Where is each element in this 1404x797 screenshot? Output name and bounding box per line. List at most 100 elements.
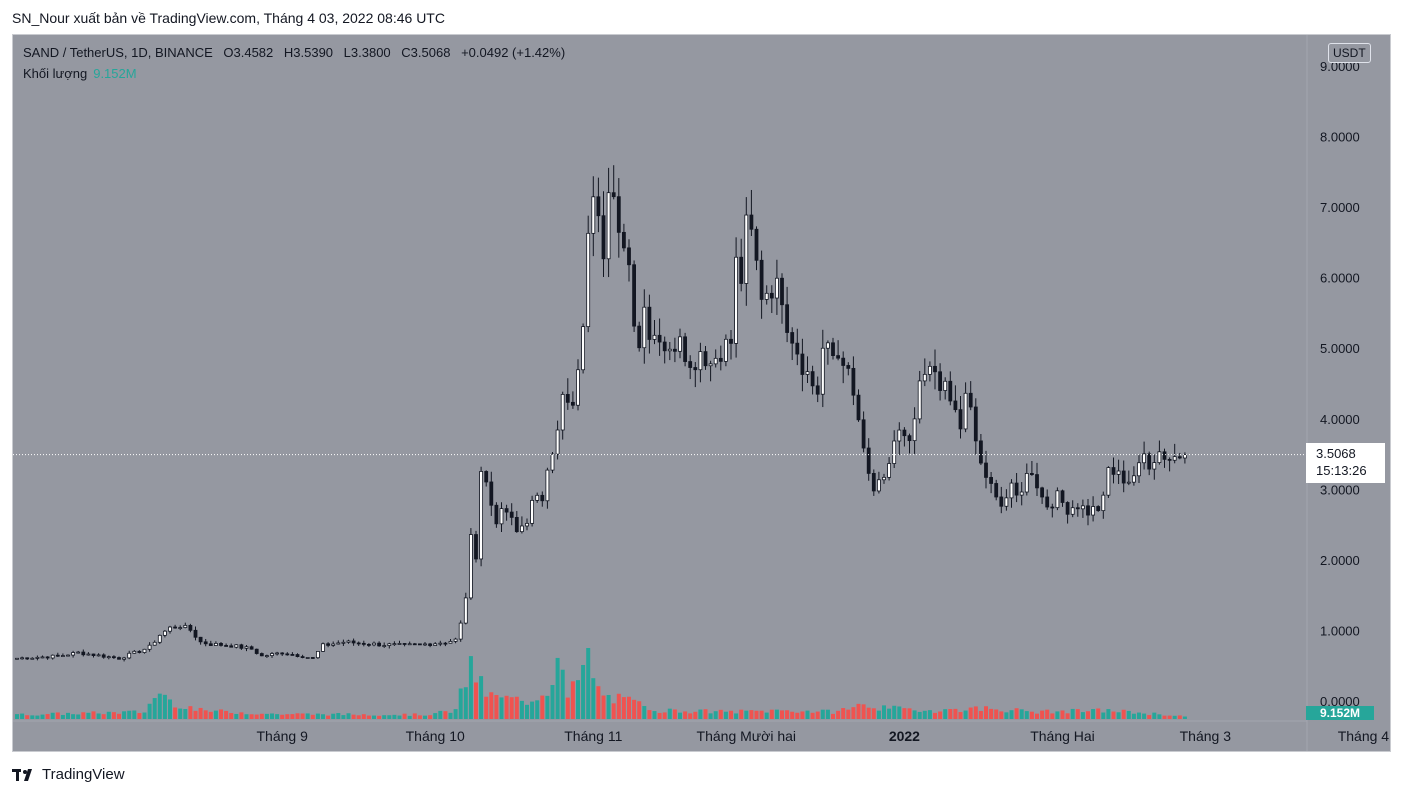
candle [759,250,764,319]
volume-bar [86,712,91,719]
volume-bar [530,701,535,719]
volume-bar [662,712,667,719]
price-axis[interactable]: 0.0000 1.0000 2.0000 3.0000 4.0000 5.0000 6.00… [1320,59,1360,709]
volume-bar [1157,714,1162,719]
volume-bar [703,709,708,719]
volume-bar [999,711,1004,719]
currency-badge[interactable]: USDT [1328,43,1371,63]
volume-bar [147,703,152,719]
time-axis[interactable]: Tháng 9 Tháng 10 Tháng 11 Tháng Mười hai 202… [257,728,1390,744]
volume-bar [1172,715,1177,719]
volume-bar [555,657,560,719]
volume-bar [943,709,948,719]
volume-bar [616,693,621,719]
volume-bar [1009,710,1014,719]
candle [1177,452,1182,460]
volume-bar [1116,712,1121,719]
volume-bar [958,712,963,719]
price-tick-label: 0.0000 [1320,694,1360,709]
candle [989,472,993,494]
candle [810,365,815,395]
volume-bar [188,706,193,719]
volume-bar [81,712,86,719]
candle [652,320,657,345]
candle [183,622,188,629]
candle [438,640,443,647]
volume-label[interactable]: Khối lượng [23,66,88,81]
volume-bar [127,710,132,719]
candle [611,165,616,200]
volume-bar [637,701,642,719]
candle [448,638,453,644]
candle [744,197,749,306]
candle [428,642,433,648]
candle [1065,501,1070,524]
volume-bar [198,707,203,719]
candle [137,650,142,654]
volume-bar [1065,713,1070,719]
candle [1106,466,1111,498]
volume-bar [397,715,402,719]
candle [336,640,341,645]
candle [239,643,244,650]
candle [1167,457,1172,472]
volume-bar [535,700,540,719]
volume-bar [509,697,514,719]
candle [958,396,963,439]
candle [101,653,106,659]
volume-bar [76,714,81,719]
volume-bar [1131,713,1136,719]
symbol-title[interactable]: SAND / TetherUS, 1D, BINANCE [23,45,213,60]
candle [213,641,218,647]
volume-bar [1055,711,1060,719]
volume-bar [366,715,371,719]
volume-bar [387,715,392,719]
volume-bar [203,710,208,719]
candle [168,625,172,634]
volume-bar [504,695,509,719]
volume-bar [570,681,575,719]
candle [1121,460,1126,493]
volume-bar [764,712,769,719]
volume-bar [168,699,172,719]
volume-bar [224,710,229,719]
chart-area[interactable]: 0.0000 1.0000 2.0000 3.0000 4.0000 5.0000 6.00… [12,34,1391,752]
last-price-value: 3.5068 [1316,446,1356,461]
volume-bar [652,711,657,719]
volume-bar [264,713,269,719]
candle [968,381,973,411]
candle [45,656,50,660]
candle [377,641,382,647]
candle [484,470,489,487]
volume-bar [933,712,937,719]
candle [749,189,754,236]
candle [754,226,759,271]
volume-bar [565,697,570,719]
candle [815,376,820,403]
candle [397,640,402,645]
candle [1111,457,1116,484]
volume-bar [468,656,473,719]
candle [494,502,499,528]
price-tick-label: 8.0000 [1320,130,1360,145]
candle [219,642,223,647]
candlestick-chart[interactable]: 0.0000 1.0000 2.0000 3.0000 4.0000 5.0000 6.00… [13,35,1390,751]
volume-bar [1147,715,1152,719]
candle [331,641,336,647]
volume-bar [632,699,637,719]
tradingview-logo[interactable]: TradingView [12,766,125,783]
candle [188,623,193,633]
candle [519,516,524,534]
candle [642,289,647,364]
candle [310,657,315,659]
volume-bar [591,678,596,719]
candle [1035,462,1039,496]
volume-bar [254,714,259,719]
time-tick-label: Tháng 9 [257,728,309,744]
volume-bar [275,714,280,719]
candle [1126,470,1131,486]
candle [667,342,672,361]
candle [616,178,621,258]
candle [249,645,254,650]
candle [504,504,509,521]
